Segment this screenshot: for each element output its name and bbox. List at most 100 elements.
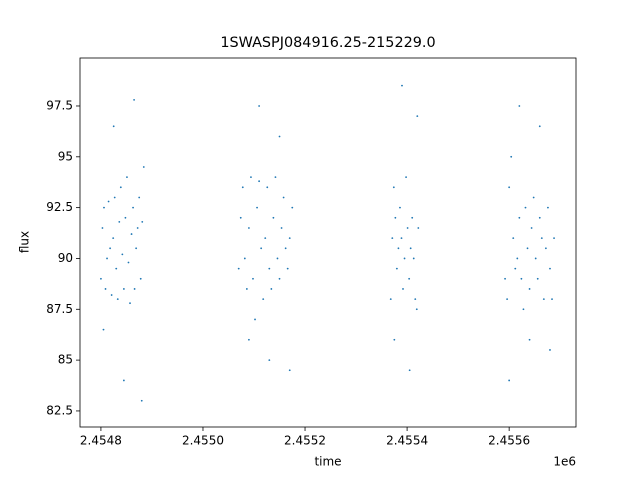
- x-tick-label: 2.4548: [80, 434, 122, 448]
- data-point: [400, 237, 403, 240]
- data-point: [270, 288, 273, 290]
- data-point: [107, 200, 110, 203]
- data-point: [549, 349, 551, 351]
- data-point: [132, 206, 134, 209]
- data-point: [395, 267, 398, 270]
- plot-frame: [79, 57, 577, 428]
- data-point: [414, 298, 417, 301]
- data-point: [140, 399, 143, 402]
- data-point: [399, 206, 401, 209]
- data-point: [243, 257, 246, 260]
- chart-title: 1SWASPJ084916.25-215229.0: [220, 35, 435, 51]
- data-point: [106, 257, 108, 260]
- data-point: [130, 233, 133, 235]
- data-point: [248, 227, 250, 229]
- data-point: [508, 379, 511, 382]
- x-offset-label: 1e6: [553, 455, 576, 469]
- data-point: [278, 277, 281, 280]
- data-point: [532, 196, 535, 199]
- data-point: [524, 206, 527, 209]
- data-point: [104, 288, 107, 290]
- data-point: [274, 176, 277, 179]
- data-point: [113, 196, 116, 199]
- data-point: [504, 277, 506, 280]
- data-point: [248, 338, 250, 341]
- data-point: [288, 237, 291, 240]
- data-point: [416, 115, 419, 118]
- data-point: [514, 267, 517, 270]
- y-tick-label: 95: [58, 149, 73, 163]
- data-point: [264, 237, 267, 240]
- data-point: [547, 206, 549, 209]
- data-point: [256, 206, 258, 209]
- data-point: [239, 216, 242, 219]
- data-point: [103, 206, 105, 209]
- x-tick-label: 2.4556: [488, 434, 530, 448]
- data-point: [133, 98, 135, 101]
- data-point: [408, 369, 411, 372]
- data-point: [391, 237, 394, 240]
- data-point: [276, 257, 279, 260]
- data-point: [549, 267, 551, 270]
- data-point: [417, 227, 420, 229]
- data-point: [100, 277, 102, 280]
- data-point: [250, 176, 252, 179]
- x-axis-label: time: [314, 455, 341, 469]
- data-point: [237, 267, 240, 270]
- x-tick-label: 2.4552: [284, 434, 326, 448]
- data-point: [520, 277, 523, 280]
- data-point: [389, 298, 392, 301]
- data-point: [139, 277, 142, 280]
- data-point: [126, 176, 128, 179]
- data-point: [512, 237, 515, 240]
- data-point: [409, 247, 412, 250]
- data-point: [112, 125, 115, 128]
- y-tick-label: 85: [58, 353, 73, 367]
- data-point: [101, 227, 104, 229]
- data-point: [538, 216, 541, 219]
- data-point: [392, 186, 395, 189]
- data-point: [553, 237, 555, 240]
- data-point: [542, 298, 545, 301]
- data-point: [397, 247, 400, 250]
- data-point: [544, 247, 547, 250]
- data-point: [280, 227, 283, 229]
- data-point: [127, 261, 130, 264]
- data-point: [506, 298, 509, 301]
- data-point: [262, 298, 265, 301]
- data-point: [241, 186, 244, 189]
- data-point: [272, 216, 275, 219]
- y-axis-label: flux: [18, 231, 32, 253]
- data-point: [518, 105, 521, 107]
- data-point: [526, 247, 529, 250]
- y-tick-label: 87.5: [46, 302, 73, 316]
- data-point: [116, 298, 119, 301]
- data-point: [411, 216, 414, 219]
- data-point: [394, 216, 397, 219]
- data-point: [538, 125, 541, 128]
- data-point: [510, 155, 513, 158]
- data-point: [393, 338, 396, 341]
- data-point: [412, 257, 415, 260]
- data-point: [136, 227, 139, 229]
- data-point: [284, 247, 287, 250]
- data-point: [288, 369, 291, 372]
- data-point: [129, 302, 131, 305]
- data-point: [518, 216, 521, 219]
- x-tick-label: 2.4550: [182, 434, 224, 448]
- data-point: [138, 196, 141, 199]
- data-point: [133, 288, 136, 290]
- data-point: [258, 105, 261, 107]
- data-point: [124, 216, 127, 219]
- data-point: [528, 338, 531, 341]
- data-point: [122, 379, 125, 382]
- data-point: [551, 298, 553, 301]
- data-point: [268, 267, 271, 270]
- data-point: [266, 186, 269, 189]
- data-point: [415, 308, 418, 311]
- y-tick-label: 97.5: [46, 98, 73, 112]
- y-tick-label: 92.5: [46, 200, 73, 214]
- y-tick-label: 82.5: [46, 403, 73, 417]
- data-point: [268, 359, 271, 362]
